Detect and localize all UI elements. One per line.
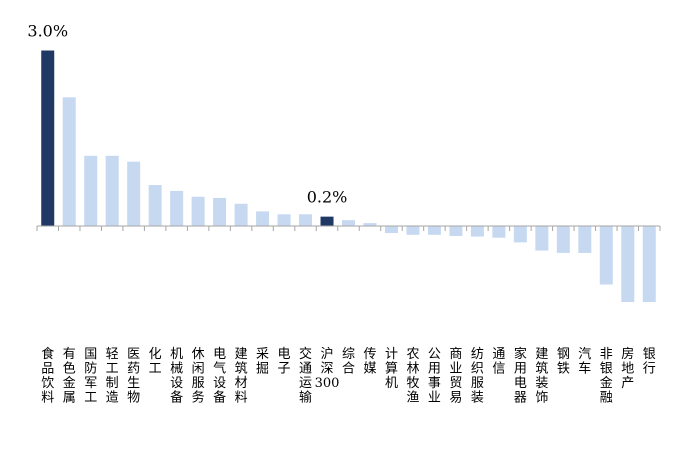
bar-28 [642,226,656,303]
x-tick-label: 农林牧渔 [406,347,419,406]
bar-11 [277,214,291,226]
bar-9 [234,203,248,226]
bar-22 [513,226,527,243]
x-tick-label: 家用电器 [514,346,527,406]
x-tick-label: 房地产 [621,346,634,391]
bars [41,50,656,303]
x-tick-label: 公用事业 [428,347,441,406]
bar-13 [320,216,334,226]
bar-8 [213,197,227,226]
x-tick-label: 沪深 300 [315,346,340,391]
bar-23 [535,226,549,251]
bar-6 [170,190,184,226]
bar-25 [578,226,592,253]
bar-17 [406,226,420,235]
bar-24 [556,226,570,253]
x-tick-label: 建筑装饰 [535,347,548,406]
bar-27 [621,226,635,303]
bar-5 [148,185,162,226]
x-tick-label: 通信 [492,347,505,377]
x-axis-labels: 食品饮料有色金属国防军工轻工制造医药生物化工机械设备休闲服务电气设备建筑材料采掘… [41,346,656,406]
x-tick-label: 建筑材料 [235,347,248,406]
bar-26 [599,226,613,285]
x-tick-label: 国防军工 [84,347,97,406]
x-tick-label: 轻工制造 [106,347,119,406]
x-tick-label: 计算机 [385,347,398,391]
x-tick-label: 电气设备 [213,347,226,406]
x-tick-label: 传媒 [363,347,376,377]
x-tick-label: 银行 [643,347,656,377]
bar-18 [427,226,441,235]
x-tick-label: 钢铁 [557,347,570,377]
x-tick-label: 有色金属 [63,347,76,406]
data-label: 3.0% [27,22,68,41]
x-tick-label: 商业贸易 [449,347,462,406]
x-tick-label: 医药生物 [127,347,140,406]
x-tick-label: 汽车 [578,347,591,377]
bar-7 [191,196,205,226]
data-labels: 3.0% 0.2% [27,22,347,207]
bar-10 [256,211,270,227]
x-tick-label: 休闲服务 [192,347,205,406]
bar-12 [299,214,313,226]
bar-2 [84,155,98,226]
bar-21 [492,226,506,238]
bar-0 [41,50,55,226]
bar-14 [342,220,355,226]
bar-1 [62,97,76,226]
x-tick-label: 交通运输 [299,346,312,406]
bar-3 [105,155,119,226]
x-tick-label: 机械设备 [170,347,183,406]
bar-20 [470,226,484,237]
x-tick-label: 食品饮料 [41,346,54,406]
bar-15 [363,223,377,226]
bar-19 [449,226,463,236]
x-tick-label: 综合 [342,347,355,377]
data-label: 0.2% [307,188,348,207]
bar-16 [384,226,398,234]
bar-4 [127,161,141,226]
x-tick-label: 非银金融 [600,347,613,406]
x-tick-label: 电子 [278,347,291,377]
x-tick-label: 采掘 [256,347,269,377]
x-tick-label: 化工 [149,347,162,377]
x-tick-label: 纺织服装 [471,347,484,406]
x-axis-ticks [36,226,661,231]
